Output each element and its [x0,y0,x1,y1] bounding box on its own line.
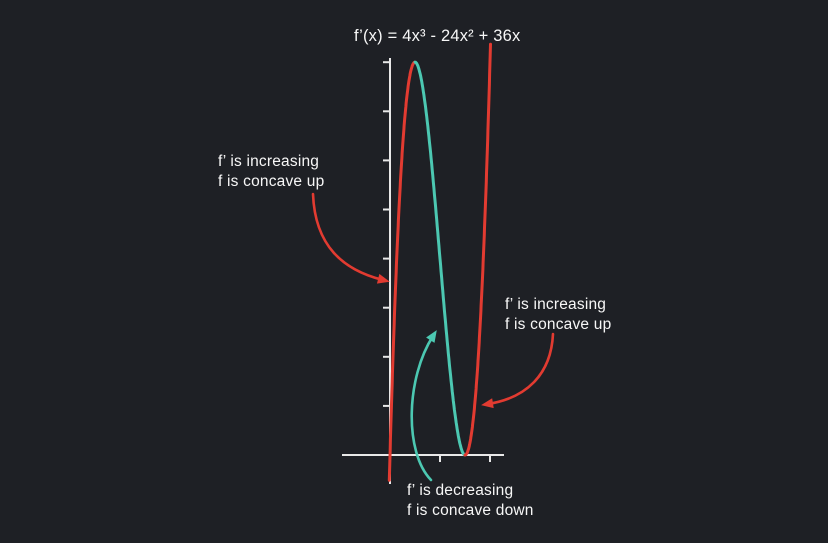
annotation-left-line2: f is concave up [218,172,325,190]
fprime-curve-segment [413,60,467,457]
fprime-curve-segment [387,60,417,482]
annotation-left: f’ is increasing f is concave up [218,152,324,191]
annotation-right: f’ is increasing f is concave up [505,295,611,334]
annotation-bottom-line2: f is concave down [407,501,534,519]
left-annotation-arrow-head [376,273,390,284]
chart-title: f’(x) = 4x³ - 24x² + 36x [354,27,521,45]
fprime-curve-segment [463,42,492,457]
annotation-bottom-line1: f’ is decreasing [407,482,514,499]
bottom-annotation-arrow-head [426,330,437,343]
annotation-bottom: f’ is decreasing f is concave down [407,481,534,520]
right-annotation-arrow [486,332,555,406]
annotation-right-line1: f’ is increasing [505,296,607,313]
right-annotation-arrow-head [481,398,494,409]
left-annotation-arrow [311,192,385,282]
annotation-left-line1: f’ is increasing [218,153,320,170]
bottom-annotation-arrow [410,334,435,482]
annotation-right-line2: f is concave up [505,315,612,333]
